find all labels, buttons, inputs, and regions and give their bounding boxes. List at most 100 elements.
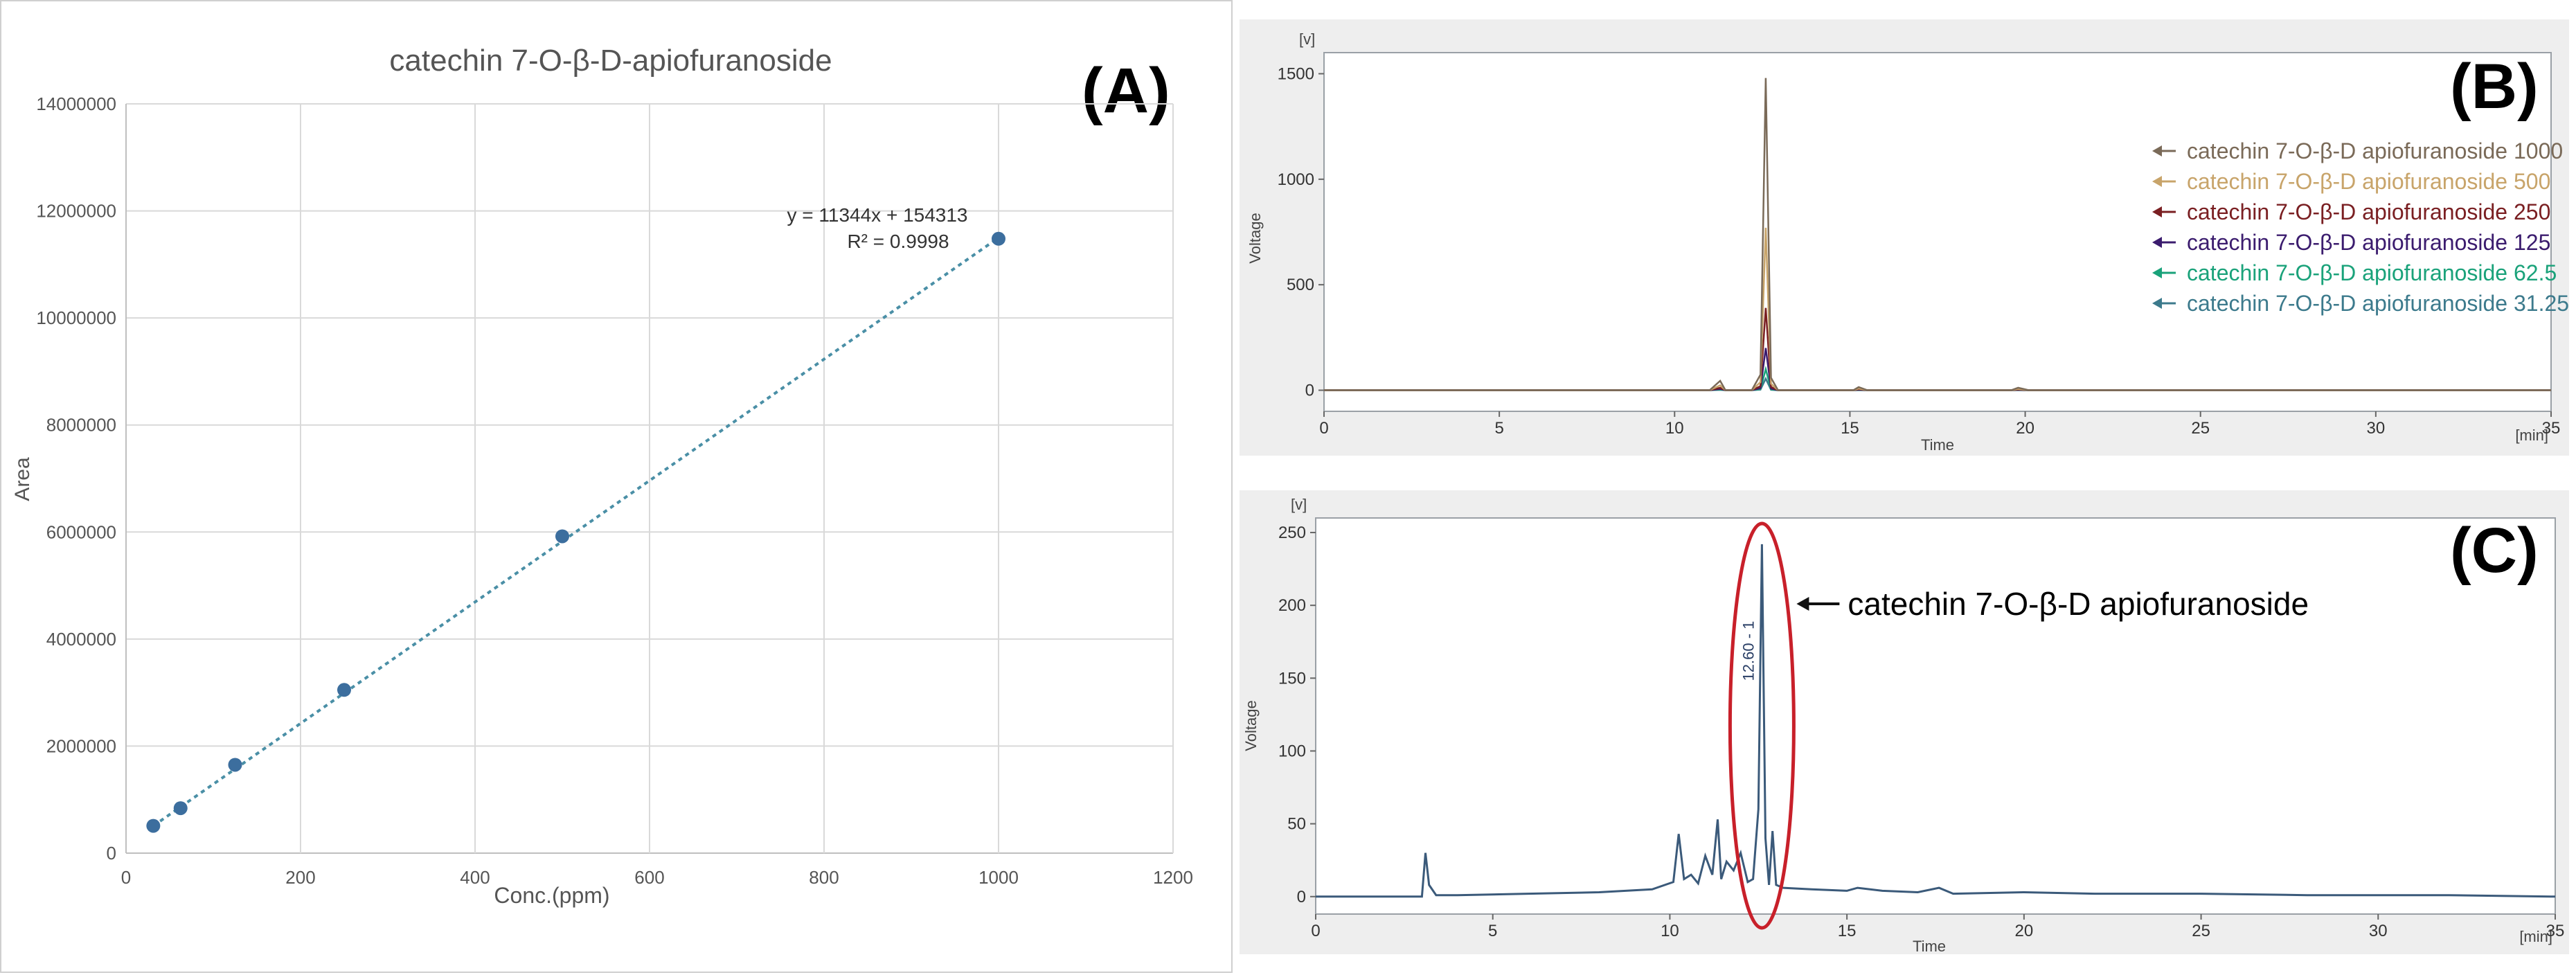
- x-tick-label: 20: [2016, 419, 2034, 438]
- y-tick-label: 12000000: [36, 201, 116, 222]
- y-axis-label: Area: [11, 457, 34, 501]
- y-tick-label: 8000000: [46, 415, 116, 436]
- x-tick-label: 30: [2369, 922, 2388, 940]
- legend-arrow-icon: [2152, 145, 2162, 156]
- plot-area: [1315, 517, 2556, 915]
- y-tick-label: 0: [1297, 888, 1306, 906]
- peak-highlight-ellipse: [1728, 521, 1796, 930]
- x-tick-label: 800: [809, 867, 839, 888]
- r-squared-label: R² = 0.9998: [847, 231, 949, 252]
- y-tick-label: 0: [107, 843, 116, 864]
- legend-arrow-icon: [2152, 206, 2162, 217]
- y-tick-labels: 0 50 100 150 200 250: [1278, 524, 1316, 906]
- x-axis-label: Conc.(ppm): [494, 883, 609, 908]
- x-tick-label: 0: [121, 867, 131, 888]
- legend-arrow-icon: [2152, 237, 2162, 248]
- data-point: [337, 683, 351, 697]
- x-tick-label: 200: [285, 867, 315, 888]
- legend-entry: catechin 7-O-β-D apiofuranoside 125: [2187, 230, 2550, 255]
- panel-a-calibration-curve: catechin 7-O-β-D-apiofuranoside (A) 0 200…: [0, 0, 1233, 973]
- x-tick-label: 0: [1319, 419, 1328, 438]
- x-tick-label: 10: [1661, 922, 1679, 940]
- x-tick-label: 400: [460, 867, 490, 888]
- x-tick-labels: 0 200 400 600 800 1000 1200: [121, 867, 1193, 888]
- y-axis-label: Voltage: [1242, 700, 1260, 751]
- x-tick-label: 5: [1494, 419, 1503, 438]
- legend-entry: catechin 7-O-β-D apiofuranoside 500: [2187, 169, 2550, 194]
- panel-letter-b: (B): [2450, 51, 2539, 122]
- data-point: [228, 758, 242, 772]
- y-tick-labels: 0 500 1000 1500: [1278, 64, 1324, 400]
- x-tick-label: 5: [1488, 922, 1497, 940]
- x-tick-label: 25: [2191, 419, 2210, 438]
- data-point: [992, 231, 1005, 246]
- y-tick-label: 0: [1305, 382, 1314, 400]
- x-tick-label: 10: [1665, 419, 1684, 438]
- x-tick-label: 35: [2542, 419, 2561, 438]
- x-tick-label: 0: [1311, 922, 1320, 940]
- grid-lines: [125, 103, 1174, 854]
- trendline-equation: y = 11344x + 154313: [787, 204, 967, 226]
- legend: catechin 7-O-β-D apiofuranoside 1000 cate…: [2152, 138, 2569, 316]
- y-unit-label: [v]: [1291, 496, 1307, 513]
- y-tick-label: 10000000: [36, 307, 116, 328]
- data-point: [146, 819, 161, 833]
- panel-b-overlay-chromatograms: [v] [min] Time Voltage 0 500 1000 1500 0 5 10…: [1240, 19, 2569, 456]
- legend-arrow-icon: [2152, 176, 2162, 187]
- panel-letter-c: (C): [2450, 515, 2539, 586]
- legend-entry: catechin 7-O-β-D apiofuranoside 62.5: [2187, 260, 2557, 285]
- plot-area: [1323, 52, 2552, 412]
- calibration-chart: catechin 7-O-β-D-apiofuranoside (A) 0 200…: [11, 44, 1193, 908]
- x-tick-label: 15: [1838, 922, 1857, 940]
- panel-c-sample-chromatogram: [v] [min] Time Voltage 0 50 100 150 200 250 0…: [1240, 490, 2569, 955]
- chromatogram-trace: [1324, 78, 2551, 391]
- x-tick-label: 35: [2546, 922, 2565, 940]
- y-tick-label: 500: [1287, 276, 1314, 294]
- data-points: [146, 231, 1005, 833]
- y-tick-label: 1500: [1278, 64, 1314, 83]
- x-tick-labels: 0 5 10 15 20 25 30 35: [1311, 914, 2564, 940]
- x-tick-label: 20: [2015, 922, 2034, 940]
- x-unit-label: [min]: [2515, 427, 2548, 444]
- legend-arrow-icon: [2152, 267, 2162, 278]
- y-unit-label: [v]: [1299, 30, 1315, 48]
- y-tick-label: 4000000: [46, 629, 116, 650]
- y-tick-label: 100: [1278, 742, 1306, 760]
- x-unit-label: [min]: [2519, 928, 2552, 945]
- arrow-icon: [1796, 597, 1840, 611]
- x-tick-labels: 0 5 10 15 20 25 30 35: [1319, 411, 2560, 438]
- y-tick-labels: 0 2000000 4000000 6000000 8000000 10000000 120…: [36, 93, 116, 864]
- legend-entry: catechin 7-O-β-D apiofuranoside 31.25: [2187, 291, 2569, 316]
- arrow-head: [1796, 597, 1809, 611]
- chart-title: catechin 7-O-β-D-apiofuranoside: [389, 44, 832, 78]
- overlay-chromatogram-chart: [v] [min] Time Voltage 0 500 1000 1500 0 5 10…: [1246, 30, 2569, 454]
- y-axis-label: Voltage: [1246, 213, 1264, 263]
- y-tick-label: 2000000: [46, 735, 116, 756]
- chromatogram-trace: [1316, 544, 2556, 898]
- legend-entry: catechin 7-O-β-D apiofuranoside 250: [2187, 199, 2550, 224]
- peak-annotation: catechin 7-O-β-D apiofuranoside: [1848, 586, 2309, 622]
- x-tick-label: 1000: [978, 867, 1019, 888]
- x-tick-label: 1200: [1153, 867, 1193, 888]
- chromatogram-traces: [1324, 78, 2551, 391]
- x-tick-label: 30: [2367, 419, 2386, 438]
- data-point: [555, 529, 569, 544]
- legend-arrow-icon: [2152, 298, 2162, 309]
- x-axis-label: Time: [1921, 436, 1954, 454]
- legend-entry: catechin 7-O-β-D apiofuranoside 1000: [2187, 138, 2563, 163]
- x-tick-label: 25: [2192, 922, 2210, 940]
- y-tick-label: 250: [1278, 524, 1306, 542]
- x-tick-label: 600: [634, 867, 664, 888]
- y-tick-label: 14000000: [36, 93, 116, 114]
- y-tick-label: 50: [1287, 815, 1306, 834]
- y-tick-label: 6000000: [46, 521, 116, 542]
- x-tick-label: 15: [1841, 419, 1859, 438]
- peak-retention-label: 12.60 - 1: [1739, 621, 1757, 681]
- x-axis-label: Time: [1913, 938, 1946, 954]
- panel-letter-a: (A): [1082, 55, 1170, 126]
- data-point: [173, 801, 188, 816]
- trendline: [152, 236, 1000, 828]
- y-tick-label: 200: [1278, 596, 1306, 615]
- y-tick-label: 1000: [1278, 170, 1314, 189]
